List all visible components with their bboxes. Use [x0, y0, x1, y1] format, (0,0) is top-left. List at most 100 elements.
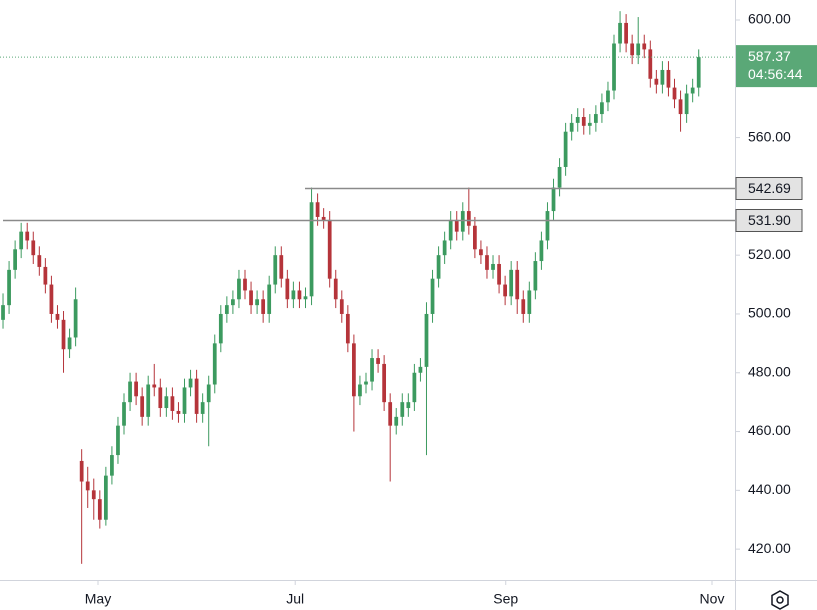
- candle-body: [364, 381, 368, 385]
- candle-body: [569, 122, 574, 132]
- candle-body: [406, 402, 411, 409]
- candle-body: [19, 231, 24, 250]
- candle-body: [49, 284, 54, 314]
- candle-body: [212, 343, 217, 385]
- candle-body: [497, 263, 501, 285]
- y-tick-label: 480.00: [748, 363, 791, 379]
- candle-body: [515, 269, 520, 300]
- candle-body: [648, 49, 653, 79]
- candle-body: [660, 69, 665, 85]
- candle-body: [545, 211, 550, 241]
- candle-body: [43, 266, 48, 285]
- candle-body: [654, 78, 659, 85]
- y-tick-label: 440.00: [748, 481, 791, 497]
- candle-body: [309, 202, 314, 297]
- price-label: 587.37: [748, 48, 791, 64]
- candle-body: [466, 211, 471, 226]
- candle-body: [442, 240, 447, 256]
- candle-body: [31, 240, 36, 256]
- plot-area: [0, 11, 735, 564]
- price-label-box: [736, 45, 817, 88]
- candle-body: [134, 381, 138, 397]
- level-label: 542.69: [748, 180, 791, 196]
- y-tick-label: 420.00: [748, 540, 791, 556]
- candle-body: [394, 416, 399, 426]
- candle-body: [618, 22, 622, 44]
- candle-body: [575, 116, 580, 123]
- candle-body: [116, 425, 120, 456]
- y-tick-label: 460.00: [748, 422, 791, 438]
- candle-body: [642, 43, 647, 50]
- candle-body: [630, 43, 635, 56]
- candle-body: [110, 455, 114, 476]
- candle-body: [140, 396, 145, 417]
- candle-body: [448, 219, 453, 241]
- candle-body: [672, 87, 677, 100]
- candle-body: [164, 396, 169, 409]
- candle-body: [218, 313, 223, 344]
- candle-body: [636, 43, 641, 56]
- candle-body: [521, 299, 526, 314]
- candle-body: [176, 410, 181, 414]
- candle-body: [509, 269, 514, 297]
- candle-body: [297, 290, 302, 300]
- axes: 420.00440.00460.00480.00500.00520.00540.…: [85, 11, 817, 607]
- candle-body: [593, 114, 598, 123]
- candle-body: [61, 319, 66, 350]
- candle-body: [303, 296, 308, 300]
- candle-body: [279, 255, 284, 279]
- candle-body: [551, 187, 556, 212]
- candle-body: [237, 278, 241, 300]
- level-label-box: [735, 177, 803, 200]
- candle-body: [321, 216, 326, 220]
- level-label-box: [735, 209, 803, 232]
- settings-icon-center: [776, 596, 784, 604]
- candle-body: [158, 387, 163, 409]
- candle-body: [243, 278, 247, 291]
- candle-body: [85, 481, 90, 491]
- candle-body: [128, 381, 132, 403]
- candle-body: [25, 231, 30, 241]
- candle-body: [418, 366, 423, 373]
- candle-body: [152, 384, 157, 388]
- candle-body: [454, 219, 459, 232]
- candle-body: [200, 402, 205, 414]
- candle-body: [358, 384, 362, 397]
- candle-body: [473, 225, 477, 250]
- candle-body: [666, 69, 671, 88]
- candle-body: [182, 387, 187, 414]
- level-label: 531.90: [748, 212, 791, 228]
- candle-body: [7, 269, 11, 306]
- candle-body: [600, 102, 604, 115]
- candle-body: [255, 299, 259, 306]
- candle-body: [624, 22, 628, 44]
- candle-body: [1, 305, 5, 320]
- candle-body: [612, 43, 616, 91]
- candle-body: [97, 499, 102, 520]
- candle-body: [587, 122, 592, 126]
- candle-body: [345, 313, 350, 344]
- candle-body: [67, 337, 72, 350]
- candle-body: [436, 255, 441, 279]
- candle-body: [261, 299, 266, 314]
- candle-body: [315, 202, 320, 217]
- candle-body: [533, 261, 538, 291]
- candle-body: [188, 378, 193, 388]
- candle-body: [91, 490, 96, 500]
- candle-body: [696, 57, 701, 88]
- candle-body: [460, 211, 465, 232]
- y-tick-label: 520.00: [748, 246, 791, 262]
- candle-body: [224, 305, 229, 314]
- candle-body: [424, 313, 429, 367]
- x-tick-label: Jul: [286, 591, 304, 607]
- candle-body: [267, 284, 272, 314]
- settings-icon[interactable]: [771, 590, 789, 610]
- candle-body: [485, 255, 489, 270]
- candle-body: [581, 116, 586, 126]
- candle-body: [206, 384, 211, 403]
- candle-body: [73, 299, 78, 338]
- candle-body: [412, 372, 417, 403]
- candle-body: [231, 299, 235, 306]
